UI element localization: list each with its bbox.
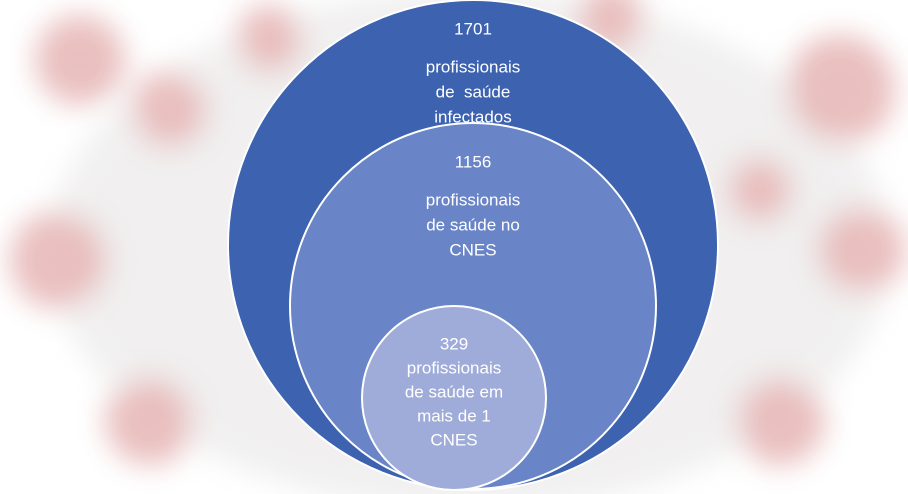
circle-label: CNES xyxy=(449,240,496,259)
circle-label: de saúde xyxy=(436,82,511,101)
circle-label: profissionais xyxy=(407,358,502,377)
circle-label: de saúde em xyxy=(405,382,503,401)
circle-label: profissionais xyxy=(426,57,521,76)
diagram: 1701profissionaisde saúdeinfectados1156p… xyxy=(0,0,908,494)
circle-label: de saúde no xyxy=(426,215,520,234)
circle-label: CNES xyxy=(430,430,477,449)
circle-number: 1701 xyxy=(454,19,492,38)
circle-label: mais de 1 xyxy=(417,406,491,425)
circle-number: 1156 xyxy=(455,152,492,171)
circle-label: profissionais xyxy=(426,190,521,209)
circle-number: 329 xyxy=(440,334,468,353)
